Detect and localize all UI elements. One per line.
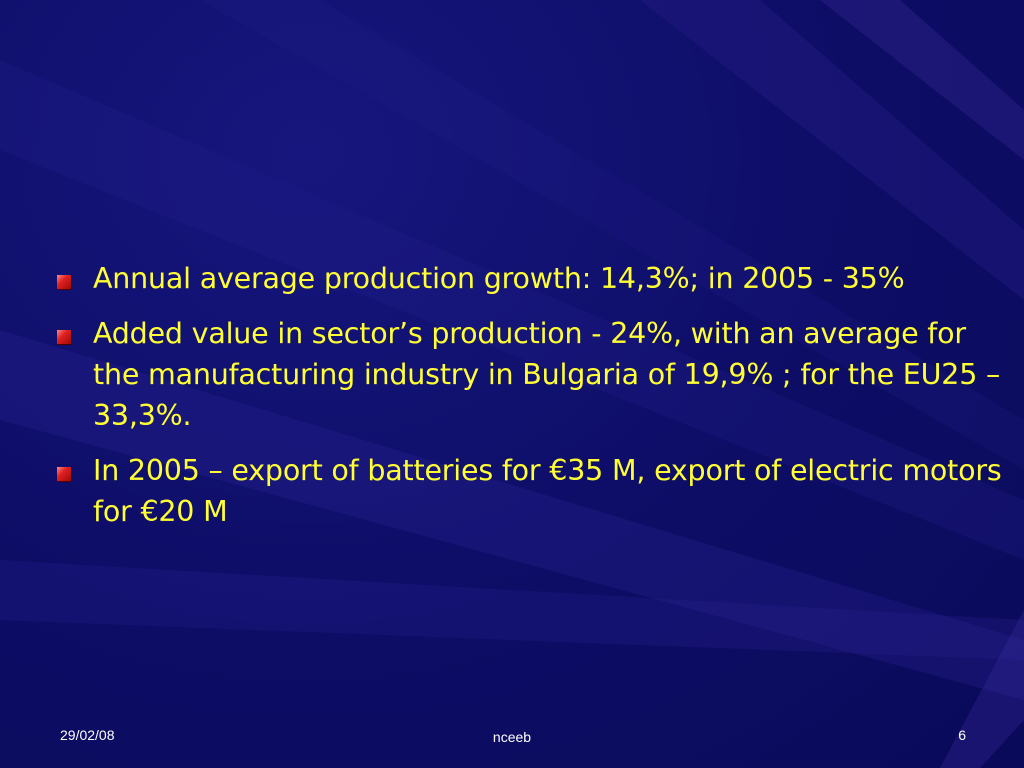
bullet-item: Annual average production growth: 14,3%;… xyxy=(55,258,1005,299)
bullet-list: Annual average production growth: 14,3%;… xyxy=(55,258,1005,546)
square-bullet-icon xyxy=(57,467,71,481)
footer-date: 29/02/08 xyxy=(60,727,115,743)
bullet-text: Annual average production growth: 14,3%;… xyxy=(93,262,905,295)
square-bullet-icon xyxy=(57,275,71,289)
square-bullet-icon xyxy=(57,330,71,344)
bullet-item: In 2005 – export of batteries for €35 M,… xyxy=(55,450,1005,532)
bullet-text: In 2005 – export of batteries for €35 M,… xyxy=(93,454,1002,528)
slide-number: 6 xyxy=(958,727,966,743)
footer-center-text: nceeb xyxy=(492,729,532,745)
bullet-item: Added value in sector’s production - 24%… xyxy=(55,313,1005,436)
bullet-text: Added value in sector’s production - 24%… xyxy=(93,317,1001,432)
